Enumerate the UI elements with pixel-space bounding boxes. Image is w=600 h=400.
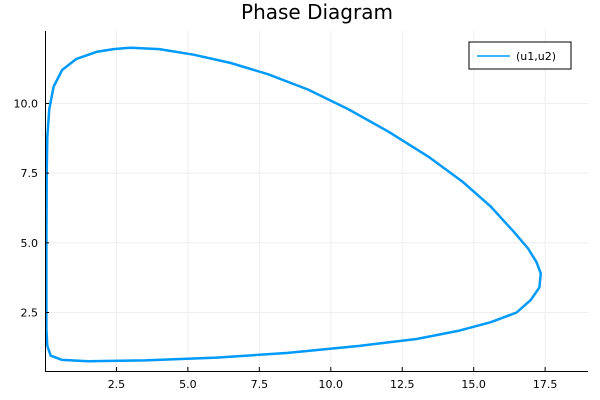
plot-series [45,46,543,363]
y-ticks: 2.5 5.0 7.5 10.0 [14,97,49,319]
x-tick-label: 10.0 [319,378,344,391]
chart-title: Phase Diagram [241,0,393,24]
x-tick-label: 12.5 [390,378,415,391]
x-tick-label: 2.5 [108,378,126,391]
y-tick-label: 10.0 [14,97,39,110]
x-ticks: 2.5 5.0 7.5 10.0 12.5 15.0 17.5 [108,367,558,391]
x-tick-label: 7.5 [251,378,269,391]
legend: (u1,u2) [468,41,572,70]
y-tick-label: 2.5 [21,306,39,319]
x-tick-label: 17.5 [533,378,558,391]
y-tick-label: 5.0 [21,237,39,250]
legend-label: (u1,u2) [516,50,556,63]
y-tick-label: 7.5 [21,167,39,180]
grid [45,31,588,371]
x-tick-label: 5.0 [179,378,197,391]
series-line-u1-u2 [45,46,543,363]
x-tick-label: 15.0 [461,378,486,391]
